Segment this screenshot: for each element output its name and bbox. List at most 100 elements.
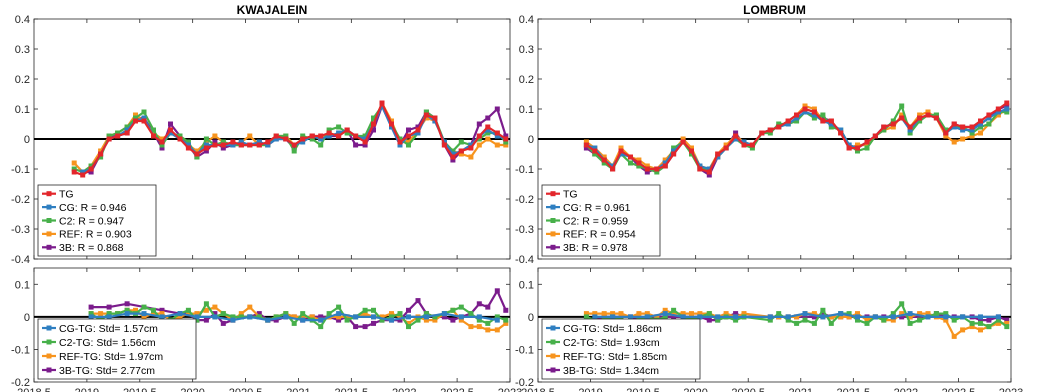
y-tick-label: 0 — [24, 312, 30, 324]
data-point — [644, 166, 650, 172]
legend-swatch-marker — [550, 231, 556, 237]
data-point — [890, 311, 896, 317]
data-point — [485, 130, 491, 136]
data-point — [494, 317, 500, 323]
x-tick-label: 2018.5 — [17, 387, 51, 392]
y-tick-label: -0.4 — [11, 254, 30, 266]
legend-entry-3b: 3B-TG: Std= 1.34cm — [563, 365, 659, 377]
lomb-bottom-panel: -0.2 -0.1 0 0.1 2018.5 2019 2019.5 2020 2020.5 20… — [515, 267, 1023, 392]
data-point — [458, 314, 464, 320]
data-point — [907, 130, 913, 136]
data-point — [951, 333, 957, 339]
data-point — [468, 142, 474, 148]
data-point — [220, 311, 226, 317]
data-point — [476, 133, 482, 139]
data-point — [986, 121, 992, 127]
data-point — [194, 317, 200, 323]
legend-entry-3b: 3B: R = 0.978 — [563, 242, 628, 254]
data-point — [969, 124, 975, 130]
data-point — [654, 314, 660, 320]
data-point — [969, 324, 975, 330]
data-point — [917, 115, 923, 121]
data-point — [986, 115, 992, 121]
data-point — [828, 124, 834, 130]
data-point — [995, 112, 1001, 118]
data-point — [485, 327, 491, 333]
data-point — [715, 151, 721, 157]
data-point — [636, 157, 642, 163]
data-point — [151, 133, 156, 139]
data-point — [855, 317, 860, 323]
data-point — [802, 314, 808, 320]
data-point — [185, 142, 191, 148]
data-point — [644, 163, 650, 169]
data-point — [256, 139, 262, 145]
data-point — [371, 314, 376, 320]
data-point — [890, 317, 896, 323]
y-tick-label: 0.1 — [15, 104, 30, 116]
legend-entry-tg: TG — [563, 189, 578, 201]
data-point — [336, 317, 342, 323]
data-point — [389, 317, 394, 323]
data-point — [899, 314, 905, 320]
data-point — [907, 124, 913, 130]
data-point — [485, 304, 491, 310]
data-point — [397, 142, 403, 148]
data-point — [458, 317, 464, 323]
data-point — [397, 317, 403, 323]
data-point — [811, 311, 817, 317]
data-point — [820, 118, 826, 124]
data-point — [583, 145, 589, 151]
data-point — [951, 121, 957, 127]
data-point — [978, 124, 983, 130]
data-point — [318, 317, 324, 323]
data-point — [943, 317, 949, 323]
legend-entry-cg: CG-TG: Std= 1.86cm — [563, 323, 662, 335]
legend-entry-c2: C2: R = 0.947 — [59, 215, 124, 227]
data-point — [247, 142, 253, 148]
data-point — [309, 136, 315, 142]
data-point — [468, 311, 474, 317]
data-point — [336, 133, 342, 139]
data-point — [450, 151, 456, 157]
data-point — [960, 124, 966, 130]
data-point — [220, 142, 226, 148]
data-point — [203, 307, 209, 313]
data-point — [794, 314, 800, 320]
data-point — [907, 314, 913, 320]
data-point — [917, 311, 923, 317]
data-point — [212, 142, 218, 148]
data-point — [371, 115, 376, 121]
data-point — [397, 136, 403, 142]
data-point — [106, 133, 112, 139]
legend-swatch-marker — [46, 325, 52, 331]
data-point — [689, 311, 694, 317]
data-point — [680, 136, 686, 142]
data-point — [220, 145, 226, 151]
legend-box — [37, 184, 157, 257]
data-point — [618, 145, 624, 151]
data-point — [776, 311, 782, 317]
data-point — [194, 148, 200, 154]
data-point — [697, 314, 703, 320]
data-point — [767, 127, 773, 133]
data-point — [811, 314, 817, 320]
x-tick-label: 2019 — [578, 387, 602, 392]
data-point — [802, 106, 808, 112]
data-point — [503, 320, 509, 326]
data-point — [124, 127, 130, 133]
data-point — [723, 311, 729, 317]
x-tick-label: 2023 — [999, 387, 1023, 392]
data-point — [141, 314, 147, 320]
data-point — [124, 301, 130, 307]
data-point — [907, 320, 913, 326]
data-point — [106, 136, 112, 142]
kwaj-bottom-panel: -0.2 -0.1 0 0.1 2018.5 2019 2019.5 2020 2020.5 20… — [11, 267, 522, 392]
data-point — [265, 142, 271, 148]
data-point — [291, 148, 297, 154]
data-point — [706, 172, 712, 178]
y-tick-label: 0.1 — [15, 279, 30, 291]
data-point — [159, 139, 165, 145]
data-point — [115, 130, 121, 136]
data-point — [759, 130, 765, 136]
